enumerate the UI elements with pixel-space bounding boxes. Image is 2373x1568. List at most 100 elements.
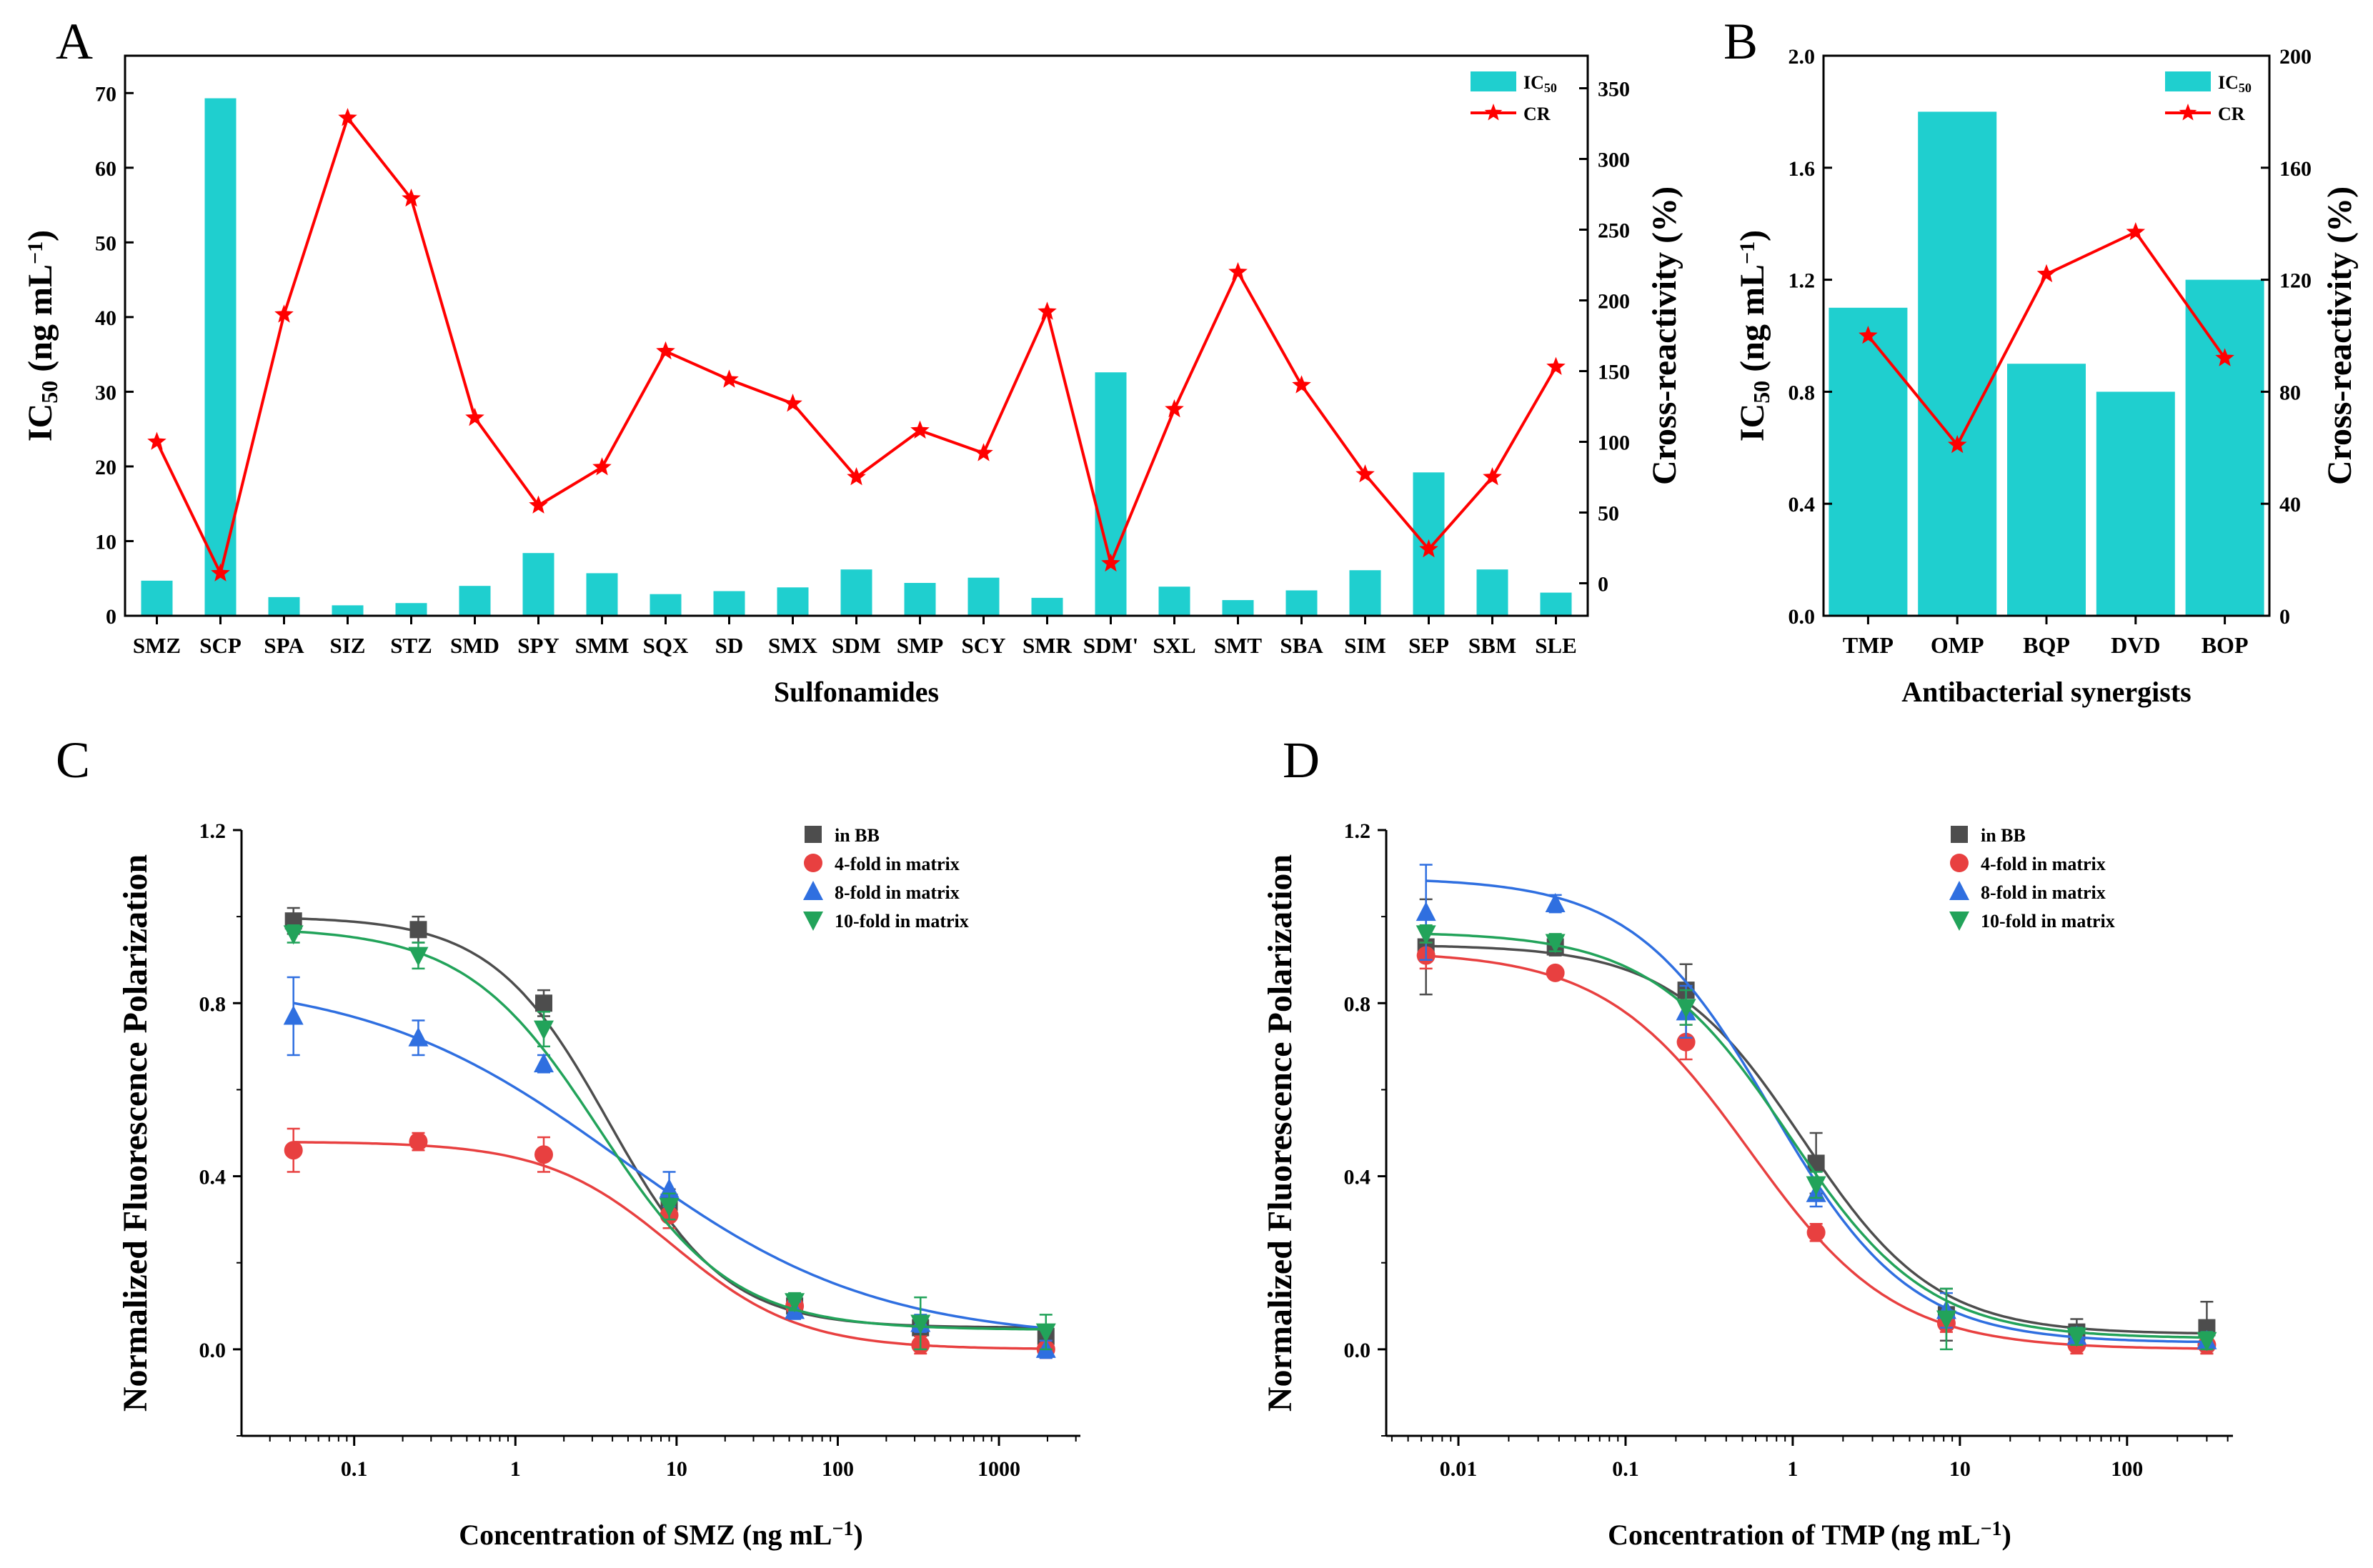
data-point (1546, 963, 1565, 982)
cr-point-SMM (592, 457, 612, 476)
data-point (1807, 1154, 1825, 1172)
legend-label: 8-fold in matrix (1981, 882, 2106, 903)
bar-SMD (459, 586, 491, 616)
x-tick-label-SMR: SMR (1023, 633, 1073, 658)
y2-tick-label: 160 (2279, 157, 2312, 181)
x-tick-label-SMP: SMP (897, 633, 944, 658)
x-tick-label-BOP: BOP (2202, 632, 2249, 658)
legend-label-ic50: IC50 (2218, 72, 2252, 95)
x-tick-label: 10 (666, 1457, 687, 1481)
bar-SMP (904, 583, 936, 616)
y-axis-label: IC50 (ng mL−1) (1733, 230, 1774, 441)
y-tick-label: 30 (95, 381, 116, 404)
y2-tick-label: 200 (1598, 290, 1630, 314)
bar-SDM' (1095, 372, 1127, 616)
y2-tick-label: 100 (1598, 431, 1630, 454)
bar-SBM (1476, 569, 1508, 616)
y-tick-label: 0.0 (1789, 605, 1816, 629)
bar-SDM (840, 569, 872, 616)
legend-marker (804, 854, 822, 872)
data-point (1545, 892, 1566, 912)
y-label-sub: 50 (1748, 381, 1774, 404)
cr-point-SMX (783, 394, 802, 412)
x-label-main: Concentration of TMP (ng mL (1608, 1519, 1980, 1551)
cr-point-OMP (1947, 434, 1967, 454)
x-label-close: ) (853, 1519, 862, 1551)
x-tick-label: 10 (1949, 1457, 1971, 1481)
x-tick-label-SQX: SQX (643, 633, 689, 658)
data-point (1936, 1310, 1956, 1330)
x-tick-label-SPY: SPY (517, 633, 559, 658)
y-tick-label: 0.8 (1789, 381, 1816, 404)
legend-marker (803, 881, 823, 900)
legend-label-cr: CR (2218, 104, 2245, 124)
x-tick-label-SLE: SLE (1535, 633, 1577, 658)
y-tick-label: 0.4 (1344, 1166, 1371, 1189)
legend-marker (1951, 826, 1968, 843)
legend-label: 4-fold in matrix (1981, 854, 2106, 874)
panel-label: A (56, 13, 93, 70)
y-label-sub: 50 (36, 381, 62, 404)
cr-point-SDM (847, 467, 866, 486)
x-tick-label: 0.1 (1612, 1457, 1639, 1481)
x-tick-label-SCY: SCY (961, 633, 1005, 658)
bar-TMP (1829, 307, 1908, 616)
chart-panel-c: 0.0 0.4 0.8 1.2 0.1 1 10 100 1000 in BB 4-fold in … (56, 731, 1080, 1551)
legend-label: 8-fold in matrix (835, 882, 960, 903)
legend-ic50-sub: 50 (2239, 81, 2252, 95)
y-label-close: ) (1733, 230, 1771, 241)
data-point (1545, 934, 1566, 954)
cr-point-SEP (1419, 539, 1438, 558)
cr-point-SMD (465, 407, 484, 426)
data-point (1416, 902, 1436, 922)
legend-label: in BB (835, 825, 880, 846)
legend-marker (805, 826, 822, 843)
legend-ic50-sub: 50 (1544, 81, 1557, 95)
bar-SCP (204, 98, 237, 616)
x-tick-label-SCP: SCP (199, 633, 242, 658)
bar-SLE (1540, 592, 1572, 616)
series-in-bb: in BB (1417, 825, 2216, 1355)
x-tick-label-SMM: SMM (575, 633, 630, 658)
y-tick-label: 1.2 (1789, 269, 1816, 293)
fit-curve (1426, 879, 2207, 1344)
legend-swatch-cr-star (1484, 104, 1503, 121)
y-tick-label: 20 (95, 456, 116, 479)
chart-panel-b: 0.0 0.4 0.8 1.2 1.6 2.0 0 40 80 120 160 200 TMP OMP BQ… (1723, 13, 2359, 708)
cr-point-SMT (1228, 261, 1248, 281)
legend-ic50-main: IC (1523, 72, 1544, 93)
y2-tick-label: 300 (1598, 149, 1630, 172)
y-label-sup: −1 (1736, 241, 1759, 264)
legend-label: 10-fold in matrix (835, 911, 969, 932)
x-tick-label-SMT: SMT (1214, 633, 1263, 658)
data-point (1416, 925, 1436, 945)
y-tick-label: 60 (95, 157, 116, 181)
legend-swatch-ic50 (1471, 71, 1516, 91)
bar-SQX (650, 594, 682, 616)
y-label-main: IC (1733, 404, 1771, 441)
chart-panel-a: 0 10 20 30 40 50 60 70 0 50 100 150 200 250 300 350 SMZ S… (21, 13, 1683, 708)
x-axis-label: Antibacterial synergists (1901, 676, 2192, 708)
x-tick-label-SDM: SDM (832, 633, 881, 658)
bar-OMP (1918, 111, 1997, 616)
bar-SMX (777, 587, 809, 616)
data-point (283, 1005, 304, 1025)
fit-curve (293, 1002, 1046, 1330)
data-point (408, 947, 429, 967)
x-label-sup: −1 (832, 1518, 853, 1540)
cr-point-STZ (402, 189, 421, 207)
cr-point-SIM (1355, 464, 1375, 483)
cr-point-TMP (1859, 326, 1878, 344)
data-point (2197, 1332, 2217, 1352)
x-tick-label: 100 (2111, 1457, 2143, 1481)
y-tick-label: 0.8 (1344, 992, 1371, 1016)
bar-SPA (268, 596, 300, 616)
x-tick-label-TMP: TMP (1843, 632, 1894, 658)
data-point (534, 994, 552, 1012)
y2-tick-label: 120 (2279, 269, 2312, 293)
cr-point-SPA (274, 304, 294, 323)
bar-SMZ (141, 580, 173, 616)
cr-point-DVD (2126, 222, 2146, 241)
y-axis-label: Normalized Fluorescence Polarization (116, 854, 154, 1412)
data-point (1035, 1323, 1056, 1343)
